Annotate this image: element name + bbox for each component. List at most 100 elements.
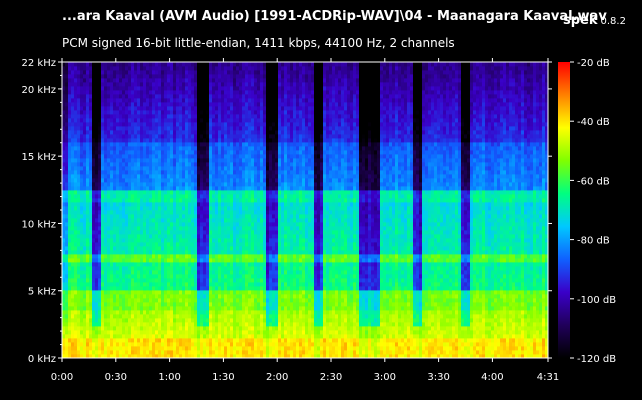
heatmap-cell bbox=[218, 258, 222, 263]
heatmap-cell bbox=[80, 314, 84, 319]
heatmap-cell bbox=[62, 202, 66, 207]
heatmap-cell bbox=[131, 246, 135, 251]
heatmap-cell bbox=[74, 206, 78, 211]
heatmap-cell bbox=[188, 214, 192, 219]
heatmap-cell bbox=[218, 214, 222, 219]
heatmap-cell bbox=[230, 258, 234, 263]
heatmap-cell bbox=[167, 210, 171, 215]
heatmap-cell bbox=[65, 294, 69, 299]
heatmap-cell bbox=[122, 118, 126, 123]
heatmap-cell bbox=[260, 126, 264, 131]
heatmap-cell bbox=[197, 142, 201, 147]
heatmap-cell bbox=[176, 342, 180, 347]
heatmap-cell bbox=[107, 158, 111, 163]
heatmap-cell bbox=[107, 82, 111, 87]
heatmap-cell bbox=[71, 110, 75, 115]
heatmap-cell bbox=[161, 202, 165, 207]
heatmap-cell bbox=[203, 238, 207, 243]
heatmap-cell bbox=[221, 258, 225, 263]
heatmap-cell bbox=[149, 110, 153, 115]
heatmap-cell bbox=[107, 202, 111, 207]
heatmap-cell bbox=[230, 130, 234, 135]
heatmap-cell bbox=[182, 278, 186, 283]
heatmap-cell bbox=[176, 314, 180, 319]
heatmap-cell bbox=[104, 190, 108, 195]
heatmap-cell bbox=[86, 102, 90, 107]
heatmap-cell bbox=[137, 350, 141, 355]
heatmap-cell bbox=[230, 62, 234, 67]
heatmap-cell bbox=[170, 66, 174, 71]
heatmap-cell bbox=[158, 166, 162, 171]
heatmap-cell bbox=[197, 190, 201, 195]
heatmap-cell bbox=[164, 118, 168, 123]
heatmap-cell bbox=[197, 126, 201, 131]
heatmap-cell bbox=[155, 198, 159, 203]
heatmap-cell bbox=[128, 62, 132, 67]
heatmap-cell bbox=[65, 298, 69, 303]
heatmap-cell bbox=[227, 322, 231, 327]
heatmap-cell bbox=[77, 62, 81, 67]
heatmap-cell bbox=[155, 226, 159, 231]
heatmap-cell bbox=[152, 302, 156, 307]
heatmap-cell bbox=[176, 266, 180, 271]
heatmap-cell bbox=[89, 102, 93, 107]
heatmap-cell bbox=[230, 250, 234, 255]
heatmap-cell bbox=[248, 106, 252, 111]
heatmap-cell bbox=[167, 202, 171, 207]
heatmap-cell bbox=[164, 78, 168, 83]
heatmap-cell bbox=[164, 354, 168, 359]
heatmap-cell bbox=[77, 306, 81, 311]
heatmap-cell bbox=[77, 194, 81, 199]
heatmap-cell bbox=[170, 314, 174, 319]
heatmap-cell bbox=[161, 258, 165, 263]
heatmap-cell bbox=[206, 326, 210, 331]
heatmap-cell bbox=[155, 170, 159, 175]
heatmap-cell bbox=[188, 134, 192, 139]
heatmap-cell bbox=[242, 126, 246, 131]
heatmap-cell bbox=[86, 334, 90, 339]
heatmap-cell bbox=[74, 162, 78, 167]
heatmap-cell bbox=[149, 174, 153, 179]
heatmap-cell bbox=[242, 250, 246, 255]
heatmap-cell bbox=[227, 182, 231, 187]
heatmap-cell bbox=[125, 242, 129, 247]
heatmap-cell bbox=[95, 74, 99, 79]
heatmap-cell bbox=[95, 162, 99, 167]
heatmap-cell bbox=[80, 302, 84, 307]
heatmap-cell bbox=[227, 298, 231, 303]
heatmap-cell bbox=[221, 294, 225, 299]
heatmap-cell bbox=[161, 146, 165, 151]
heatmap-cell bbox=[176, 118, 180, 123]
heatmap-cell bbox=[158, 342, 162, 347]
heatmap-cell bbox=[140, 210, 144, 215]
heatmap-cell bbox=[185, 150, 189, 155]
heatmap-cell bbox=[230, 86, 234, 91]
heatmap-cell bbox=[260, 110, 264, 115]
heatmap-cell bbox=[146, 350, 150, 355]
heatmap-cell bbox=[263, 302, 267, 307]
heatmap-cell bbox=[188, 222, 192, 227]
heatmap-cell bbox=[155, 270, 159, 275]
heatmap-cell bbox=[224, 150, 228, 155]
heatmap-cell bbox=[218, 118, 222, 123]
heatmap-cell bbox=[251, 74, 255, 79]
heatmap-cell bbox=[68, 70, 72, 75]
heatmap-cell bbox=[230, 206, 234, 211]
heatmap-cell bbox=[203, 190, 207, 195]
heatmap-cell bbox=[92, 322, 96, 327]
heatmap-cell bbox=[194, 162, 198, 167]
heatmap-cell bbox=[224, 350, 228, 355]
heatmap-cell bbox=[110, 178, 114, 183]
heatmap-cell bbox=[245, 158, 249, 163]
heatmap-cell bbox=[80, 222, 84, 227]
heatmap-cell bbox=[137, 330, 141, 335]
heatmap-cell bbox=[86, 314, 90, 319]
heatmap-cell bbox=[164, 350, 168, 355]
heatmap-cell bbox=[92, 234, 96, 239]
heatmap-cell bbox=[227, 66, 231, 71]
heatmap-cell bbox=[62, 322, 66, 327]
heatmap-cell bbox=[251, 310, 255, 315]
heatmap-cell bbox=[215, 122, 219, 127]
heatmap-cell bbox=[164, 86, 168, 91]
heatmap-cell bbox=[92, 338, 96, 343]
